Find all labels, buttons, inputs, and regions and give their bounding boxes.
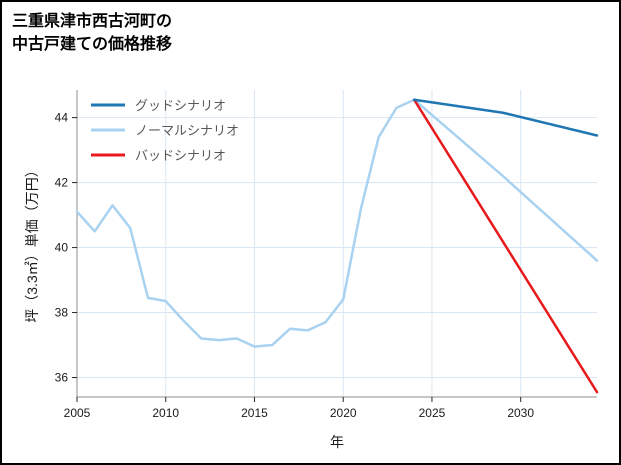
chart-title-line1: 三重県津市西古河町の (12, 13, 173, 30)
legend-swatch-bad (91, 153, 125, 156)
y-tick-label: 42 (55, 176, 69, 190)
chart-title: 三重県津市西古河町の 中古戸建ての価格推移 (12, 10, 172, 56)
x-tick-label: 2020 (330, 406, 357, 420)
y-tick-label: 38 (55, 306, 69, 320)
legend-label-good: グッドシナリオ (135, 98, 227, 113)
y-axis-label: 坪（3.3㎡）単価（万円） (24, 163, 40, 323)
legend-label-normal: ノーマルシナリオ (135, 123, 240, 138)
legend-swatch-good (91, 103, 125, 106)
legend-item-bad: バッドシナリオ (90, 142, 239, 167)
legend-item-good: グッドシナリオ (90, 92, 239, 117)
x-tick-label: 2005 (64, 406, 91, 420)
x-tick-label: 2030 (507, 406, 534, 420)
x-tick-label: 2015 (241, 406, 268, 420)
legend-item-normal: ノーマルシナリオ (90, 117, 239, 142)
series-line-bad (412, 98, 599, 394)
legend-swatch-normal (91, 128, 125, 131)
series-line-good (412, 98, 599, 137)
x-tick-label: 2025 (419, 406, 446, 420)
x-axis-label: 年 (330, 434, 344, 450)
legend: グッドシナリオ ノーマルシナリオ バッドシナリオ (90, 92, 239, 167)
x-tick-label: 2010 (152, 406, 179, 420)
legend-label-bad: バッドシナリオ (135, 148, 227, 163)
y-tick-label: 40 (55, 241, 69, 255)
chart-title-line2: 中古戸建ての価格推移 (12, 36, 173, 54)
series-line-normal (75, 98, 599, 348)
y-tick-label: 36 (55, 371, 69, 385)
y-tick-label: 44 (55, 111, 69, 125)
